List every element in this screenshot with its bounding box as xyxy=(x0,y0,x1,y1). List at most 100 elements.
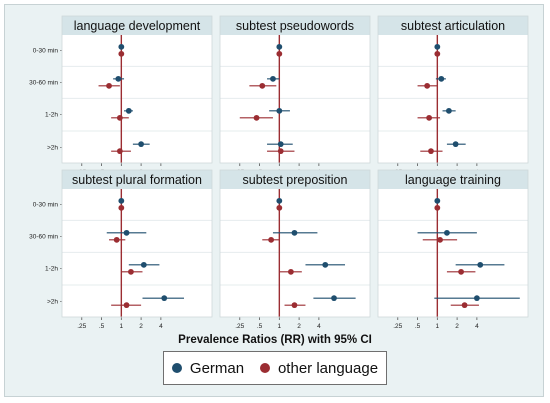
panel-3-border xyxy=(61,169,213,318)
panel-5-other-language-point xyxy=(458,268,464,275)
panel-3-german-point xyxy=(123,229,130,236)
panel-0-german-point xyxy=(115,75,122,82)
panel-0-german-point xyxy=(118,43,125,50)
panel-4-title-bar xyxy=(220,170,370,189)
panel-4-x-tick-label: .5 xyxy=(257,323,263,330)
panel-4-background xyxy=(220,170,370,317)
panel-4-x-tick-label: .25 xyxy=(235,323,244,330)
row-label-0: 0-30 min xyxy=(33,201,59,208)
panel-5-other-language-point xyxy=(461,302,468,309)
figure-background: language development .25 .5 1 2 4 0-30 min 30-6… xyxy=(4,4,544,397)
panel-1-german-point xyxy=(276,107,283,114)
row-label-1: 30-60 min xyxy=(29,79,58,86)
panel-2-other-language-point xyxy=(428,148,434,155)
row-label-0: 0-30 min xyxy=(33,47,59,54)
legend-other-language-marker xyxy=(259,363,270,373)
panel-2-background xyxy=(378,16,528,163)
row-label-3: >2h xyxy=(47,145,58,152)
legend-item-other-language: other language xyxy=(259,359,379,377)
panel-1-other-language-point xyxy=(277,148,284,155)
legend-other-language-label: other language xyxy=(277,359,379,377)
panel-5-other-language-point xyxy=(437,236,443,243)
panel-5-x-tick-label: .25 xyxy=(393,323,402,330)
panel-4-other-language-point xyxy=(268,236,275,243)
panel-1-background xyxy=(220,16,370,163)
panel-3-x-tick-label: 2 xyxy=(139,323,143,330)
panel-5-border xyxy=(377,169,529,318)
legend: German other language xyxy=(163,351,387,385)
panel-3-other-language-point xyxy=(123,302,130,309)
panel-0-german-point xyxy=(138,141,145,148)
panel-1-german-point xyxy=(270,75,276,82)
panel-1-other-language-point xyxy=(276,50,283,57)
panel-0-border xyxy=(61,15,213,164)
panel-0-german-point xyxy=(125,107,132,114)
panel-0-other-language-point xyxy=(118,50,125,57)
panel-3-german-point xyxy=(140,261,147,268)
panel-2-german-point xyxy=(438,75,445,82)
panel-5-x-tick-label: 1 xyxy=(436,323,440,330)
panel-5-german-point xyxy=(444,229,450,236)
panel-3-x-tick-label: .5 xyxy=(99,323,105,330)
panel-5-german-point xyxy=(473,295,480,302)
panel-0-other-language-point xyxy=(116,114,123,121)
row-label-1: 30-60 min xyxy=(29,233,58,240)
panel-4-title: subtest preposition xyxy=(243,173,348,187)
panel-5-x-tick-label: 2 xyxy=(455,323,459,330)
panel-1-german-point xyxy=(276,43,283,50)
panel-4-other-language-point xyxy=(276,204,283,211)
panel-4-x-tick-label: 4 xyxy=(317,323,321,330)
panel-3-other-language-point xyxy=(128,268,134,275)
panel-4-x-tick-label: 1 xyxy=(278,323,282,330)
panel-3-x-tick-label: .25 xyxy=(77,323,86,330)
panel-4-other-language-point xyxy=(287,268,294,275)
panel-2-german-point xyxy=(452,141,459,148)
panel-0-background xyxy=(62,16,212,163)
panel-2-german-point xyxy=(434,43,441,50)
panel-0-other-language-point xyxy=(116,148,123,155)
panel-2-title: subtest articulation xyxy=(401,19,505,33)
panel-1-title-bar xyxy=(220,16,370,35)
panel-4-x-tick-label: 2 xyxy=(297,323,301,330)
row-label-2: 1-2h xyxy=(45,265,58,272)
panel-3-background xyxy=(62,170,212,317)
panel-1-german-point xyxy=(277,141,284,148)
panel-5-german-point xyxy=(434,197,441,204)
legend-german-marker xyxy=(171,363,182,373)
row-label-2: 1-2h xyxy=(45,111,58,118)
panel-5-x-tick-label: .5 xyxy=(415,323,421,330)
panel-3-x-tick-label: 4 xyxy=(159,323,163,330)
panel-3-german-point xyxy=(161,295,168,302)
panel-4-german-point xyxy=(276,197,283,204)
forest-plot-grid: language development .25 .5 1 2 4 0-30 min 30-6… xyxy=(29,15,529,330)
panel-5-background xyxy=(378,170,528,317)
panel-0-title: language development xyxy=(74,19,201,33)
panel-5-title: language training xyxy=(405,173,501,187)
panel-1-other-language-point xyxy=(259,82,266,89)
panel-5-x-tick-label: 4 xyxy=(475,323,479,330)
panel-1-border xyxy=(219,15,371,164)
panel-0-title-bar xyxy=(62,16,212,35)
panel-0-other-language-point xyxy=(106,82,112,89)
panel-1-other-language-point xyxy=(253,114,260,121)
legend-item-german: German xyxy=(171,359,245,377)
panel-2-other-language-point xyxy=(426,114,433,121)
panel-4-german-point xyxy=(331,295,337,302)
panel-4-other-language-point xyxy=(291,302,298,309)
panel-3-other-language-point xyxy=(113,236,120,243)
panel-4-border xyxy=(219,169,371,318)
legend-german-label: German xyxy=(189,359,245,377)
panel-2-other-language-point xyxy=(424,82,431,89)
panel-2-other-language-point xyxy=(434,50,441,57)
panel-3-title-bar xyxy=(62,170,212,189)
panel-5-german-point xyxy=(477,261,484,268)
panel-5-other-language-point xyxy=(434,204,441,211)
panel-3-german-point xyxy=(118,197,125,204)
panel-3-title: subtest plural formation xyxy=(72,173,202,187)
panel-4-german-point xyxy=(322,261,329,268)
panel-1-title: subtest pseudowords xyxy=(236,19,354,33)
panel-2-border xyxy=(377,15,529,164)
row-label-3: >2h xyxy=(47,299,58,306)
x-axis-label: Prevalence Ratios (RR) with 95% CI xyxy=(178,334,372,346)
panel-5-title-bar xyxy=(378,170,528,189)
